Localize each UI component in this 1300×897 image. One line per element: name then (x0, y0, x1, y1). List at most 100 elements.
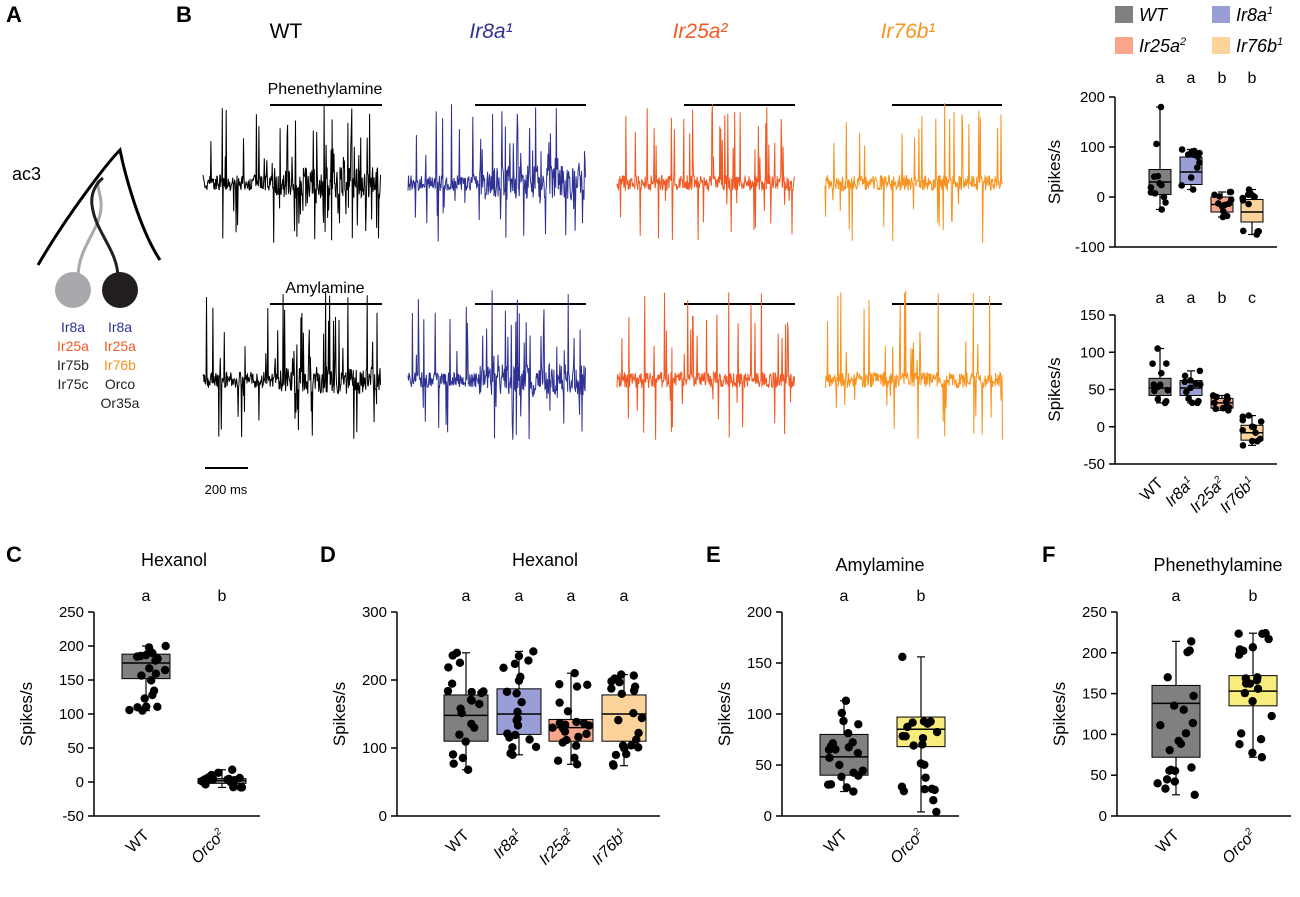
x-tick-label: Ir8a1 (490, 826, 526, 862)
data-point (553, 756, 563, 765)
legend-label: Ir25a2 (1139, 36, 1186, 56)
data-point (932, 807, 941, 817)
y-tick-label: -50 (62, 808, 84, 825)
data-point (1245, 200, 1252, 208)
significance-letter: b (218, 588, 227, 605)
data-point (503, 729, 512, 738)
significance-letter: a (1187, 290, 1196, 307)
data-point (141, 650, 151, 660)
data-point (835, 760, 844, 770)
data-point (529, 647, 538, 656)
grey-neuron (55, 272, 91, 308)
data-point (125, 705, 134, 715)
chart-c: -50 0 50 100 150 200 250 Spikes/s Hexanol a WT b Orc… (17, 550, 260, 867)
trace-genotype-label: Ir76b¹ (881, 20, 936, 43)
data-point (140, 694, 149, 703)
data-point (511, 730, 520, 740)
data-point (1250, 423, 1258, 431)
odor-label-top: Phenethylamine (268, 81, 383, 98)
legend-swatch (1212, 37, 1230, 54)
data-point (1236, 729, 1246, 738)
data-point (444, 663, 453, 672)
data-point (1187, 377, 1194, 384)
chart-title: Hexanol (141, 550, 207, 570)
data-point (1239, 227, 1247, 235)
spike-trace (202, 291, 381, 439)
data-point (1251, 193, 1258, 201)
data-point (1211, 191, 1218, 199)
significance-letter: a (515, 588, 524, 605)
data-point (1212, 405, 1219, 413)
significance-letter: c (1248, 290, 1256, 307)
left-neuron-receptor: Ir75b (57, 357, 89, 373)
data-point (499, 663, 508, 673)
data-point (1147, 189, 1155, 196)
y-tick-label: 100 (1080, 139, 1105, 156)
data-point (1158, 181, 1165, 189)
data-point (1258, 629, 1267, 638)
y-tick-label: 100 (747, 706, 772, 723)
data-point (1256, 734, 1266, 744)
data-point (584, 721, 594, 730)
data-point (1253, 684, 1263, 694)
data-point (629, 671, 638, 680)
data-point (558, 724, 568, 733)
x-tick-superscript: 1 (1181, 474, 1193, 486)
data-point (825, 753, 834, 763)
data-point (510, 659, 520, 669)
y-tick-label: 50 (755, 757, 772, 774)
data-point (1179, 705, 1188, 714)
data-point (1156, 720, 1165, 730)
data-point (457, 708, 466, 718)
data-point (574, 732, 583, 742)
data-point (927, 784, 937, 794)
y-tick-label: 100 (1080, 344, 1105, 361)
data-point (479, 687, 488, 696)
spike-trace (407, 290, 586, 440)
chart-title: Phenethylamine (1153, 555, 1282, 575)
data-point (617, 689, 626, 698)
data-point (572, 760, 582, 769)
y-tick-label: 50 (1088, 382, 1105, 399)
significance-letter: a (462, 588, 471, 605)
y-tick-label: 0 (1099, 808, 1107, 825)
trace-genotype-label: Ir25a² (673, 20, 729, 43)
data-point (467, 719, 476, 729)
data-point (634, 728, 643, 738)
data-point (161, 641, 170, 651)
panel-letter-e: E (706, 542, 721, 567)
legend-superscript: 2 (1179, 36, 1186, 48)
data-point (1165, 745, 1174, 755)
data-point (137, 671, 146, 680)
data-point (1240, 688, 1250, 698)
data-point (1158, 369, 1165, 377)
chart-b-top: -100 0 100 200 Spikes/s a a b b (1045, 70, 1277, 256)
data-point (926, 717, 935, 726)
data-point (1164, 386, 1172, 394)
data-point (843, 729, 853, 738)
data-point (1157, 103, 1165, 111)
sensillum-diagram: ac3 Ir8a Ir25a Ir75b Ir75c Ir8a Ir25a Ir76b Orc… (12, 146, 162, 411)
data-point (1181, 378, 1189, 386)
data-point (1239, 413, 1247, 421)
data-point (228, 765, 237, 774)
significance-letter: a (1156, 70, 1165, 87)
right-neuron-receptor: Ir8a (108, 319, 132, 335)
y-axis-label: Spikes/s (17, 682, 36, 746)
data-point (1153, 779, 1162, 788)
data-point (607, 677, 616, 686)
y-tick-label: 200 (747, 604, 772, 621)
black-dendrite (90, 176, 120, 279)
data-point (448, 750, 458, 759)
y-axis-label: Spikes/s (1045, 357, 1064, 421)
panel-letter-c: C (6, 542, 22, 567)
y-tick-label: 50 (1090, 767, 1107, 784)
y-tick-label: 200 (59, 638, 84, 655)
data-point (611, 750, 621, 760)
data-point (1147, 184, 1155, 191)
y-tick-label: 100 (1082, 726, 1107, 743)
x-tick-label: WT (123, 827, 153, 857)
data-point (1254, 228, 1262, 235)
